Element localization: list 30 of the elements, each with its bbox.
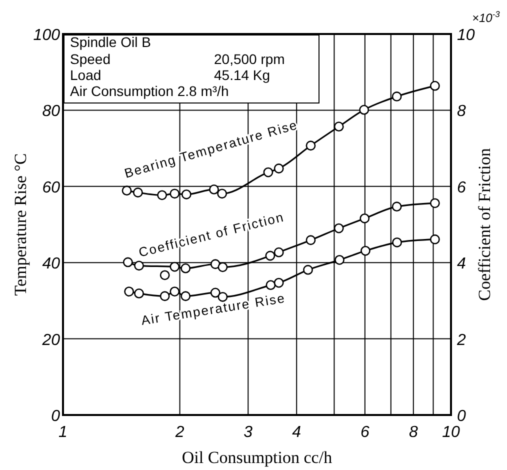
annotation: Load [70, 67, 102, 83]
x-tick-label: 8 [408, 424, 418, 441]
x-tick-label: 6 [360, 424, 370, 441]
annotation: Speed [70, 51, 110, 67]
annotation: 45.14 Kg [214, 67, 270, 83]
y-tick-label: 40 [42, 256, 60, 273]
text: ×10$^{-3}$ [472, 9, 500, 25]
y-tick-label: 60 [42, 179, 60, 196]
y2-tick-label: 2 [456, 332, 466, 349]
y-axis-title: Temperature Rise °C [11, 153, 30, 296]
y2-tick-label: 0 [457, 408, 466, 425]
y2-tick-label: 6 [457, 179, 466, 196]
y-tick-label: 100 [33, 27, 60, 44]
x-tick-label: 2 [174, 424, 184, 441]
x-tick-label: 3 [244, 424, 253, 441]
x-tick-label: 4 [292, 424, 302, 441]
x-axis-title: Oil Consumption cc/h [182, 448, 333, 467]
y2-tick-label: 10 [457, 27, 475, 44]
y-tick-label: 0 [51, 408, 60, 425]
x-tick-label: 1 [58, 424, 68, 441]
annotation: Spindle Oil B [70, 34, 151, 50]
y2-tick-label: 8 [457, 103, 466, 120]
x-tick-label: 10 [442, 424, 460, 441]
annotation: Air Consumption 2.8 m³/h [70, 83, 229, 99]
text: Air Temperature Rise [140, 290, 287, 328]
y-tick-label: 20 [41, 332, 60, 349]
y2-tick-label: 4 [457, 256, 466, 273]
y-tick-label: 80 [42, 103, 60, 120]
annotation: 20,500 rpm [214, 51, 285, 67]
y2-axis-title: Coefficient of Friction [475, 148, 494, 301]
